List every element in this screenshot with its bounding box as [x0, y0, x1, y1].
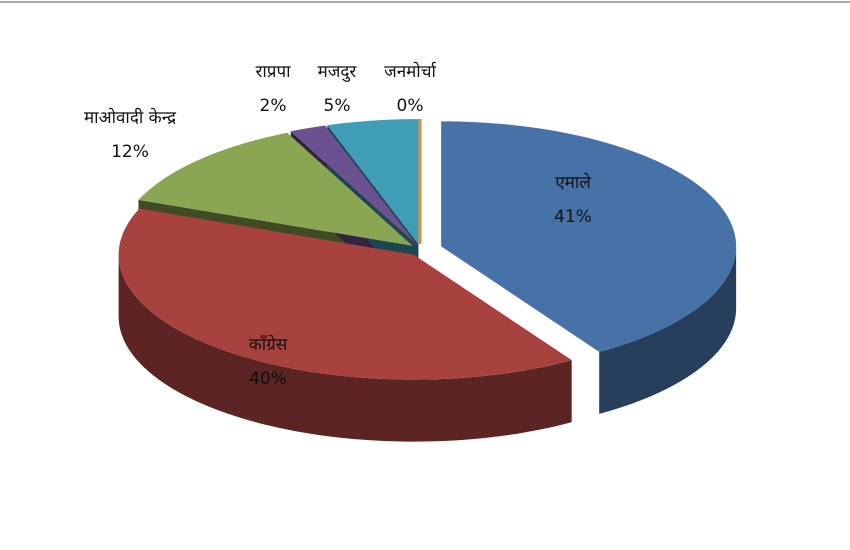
slice	[290, 125, 417, 245]
slice-value-label: 12%	[111, 142, 149, 162]
slice	[138, 132, 413, 246]
slice-side	[118, 254, 572, 442]
slice	[327, 119, 419, 245]
slice-side	[599, 246, 737, 414]
slice-label: राप्रपा	[255, 62, 291, 82]
slice	[118, 208, 572, 380]
slice	[441, 121, 737, 352]
slice-value-label: 41%	[554, 207, 592, 227]
slice-label: काँग्रेस	[249, 334, 288, 355]
slice-value-label: 0%	[397, 96, 424, 116]
slice-label: जनमोर्चा	[384, 61, 437, 82]
slice-value-label: 40%	[249, 369, 287, 389]
slice-label: मजदुर	[318, 62, 358, 82]
slice-value-label: 5%	[324, 96, 351, 116]
slice-value-label: 2%	[260, 96, 287, 116]
slice-label: माओवादी केन्द्र	[84, 107, 177, 128]
slice-label: एमाले	[555, 172, 591, 193]
